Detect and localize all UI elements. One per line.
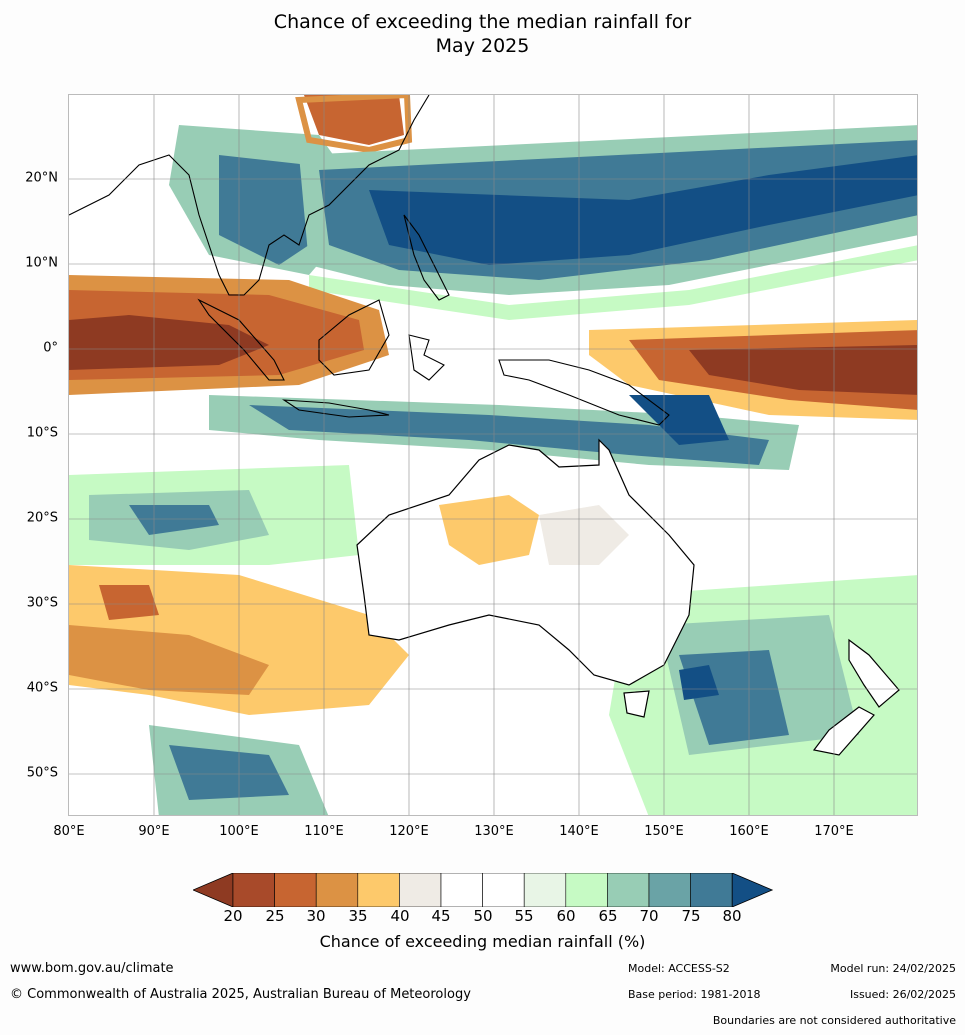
- title-line-1: Chance of exceeding the median rainfall …: [273, 11, 692, 33]
- map-region-south-indian-blue: [129, 505, 219, 535]
- lon-label-120e: 120°E: [389, 824, 429, 839]
- map-region-sw-dry-core: [99, 585, 159, 620]
- lat-label-20s: 20°S: [26, 510, 58, 526]
- colorbar: [193, 873, 774, 907]
- coastline-asia: [69, 95, 430, 296]
- colorbar-tick-65: 65: [598, 907, 618, 925]
- lat-label-0: 0°: [43, 340, 58, 356]
- footer-model-run: Model run: 24/02/2025: [830, 962, 956, 975]
- title-line-2: May 2025: [435, 35, 530, 57]
- australia-neutral-patch: [539, 505, 629, 565]
- lon-label-130e: 130°E: [474, 824, 514, 839]
- lat-label-10s: 10°S: [26, 425, 58, 441]
- lon-label-140e: 140°E: [559, 824, 599, 839]
- map-region-china-dry: [304, 95, 404, 145]
- map-region-sw-dry-mid: [69, 625, 269, 695]
- map-region-tasman-core: [679, 665, 719, 700]
- lon-label-90e: 90°E: [138, 824, 170, 839]
- footer-base-period: Base period: 1981-2018: [628, 988, 761, 1001]
- colorbar-tick-40: 40: [390, 907, 410, 925]
- coastline-new-guinea: [498, 359, 670, 426]
- map-title: Chance of exceeding the median rainfall …: [0, 10, 965, 58]
- lon-label-150e: 150°E: [644, 824, 684, 839]
- map-region-java-wet-core: [249, 405, 769, 465]
- colorbar-tick-70: 70: [639, 907, 659, 925]
- new-zealand-north: [848, 638, 900, 708]
- colorbar-cell: [440, 873, 483, 907]
- lon-label-170e: 170°E: [814, 824, 854, 839]
- colorbar-cell: [607, 873, 650, 907]
- australia-dry-patch-north: [439, 495, 539, 565]
- footer-disclaimer: Boundaries are not considered authoritat…: [712, 1014, 956, 1027]
- colorbar-cell: [274, 873, 317, 907]
- colorbar-cell: [523, 873, 567, 907]
- tasmania: [623, 690, 650, 718]
- colorbar-tick-20: 20: [223, 907, 243, 925]
- coastline-borneo: [318, 299, 390, 376]
- lon-label-110e: 110°E: [304, 824, 344, 839]
- colorbar-extend-high: [731, 873, 774, 907]
- colorbar-cell: [399, 873, 442, 907]
- colorbar-title: Chance of exceeding median rainfall (%): [319, 932, 646, 951]
- colorbar-tick-80: 80: [722, 907, 742, 925]
- lat-label-50s: 50°S: [26, 765, 58, 781]
- footer-copyright: © Commonwealth of Australia 2025, Austra…: [10, 987, 471, 1002]
- rainfall-map: [68, 94, 918, 816]
- colorbar-cell: [565, 873, 608, 907]
- lon-label-80e: 80°E: [53, 824, 85, 839]
- colorbar-tick-55: 55: [514, 907, 534, 925]
- map-region-sw-wet-far-core: [169, 745, 289, 800]
- lat-label-40s: 40°S: [26, 680, 58, 696]
- map-region-wpac-band-edge: [309, 245, 917, 320]
- lon-label-160e: 160°E: [729, 824, 769, 839]
- lat-label-30s: 30°S: [26, 595, 58, 611]
- australia-landmass: [356, 438, 695, 686]
- colorbar-tick-50: 50: [473, 907, 493, 925]
- colorbar-tick-35: 35: [348, 907, 368, 925]
- colorbar-tick-75: 75: [681, 907, 701, 925]
- colorbar-tick-45: 45: [431, 907, 451, 925]
- footer-model: Model: ACCESS-S2: [628, 962, 730, 975]
- colorbar-cell: [648, 873, 691, 907]
- map-region-eq-indian-dry-core: [69, 315, 269, 370]
- coastline-philippines: [403, 214, 450, 301]
- graticule: [69, 95, 917, 815]
- colorbar-tick-25: 25: [265, 907, 285, 925]
- colorbar-cell: [357, 873, 400, 907]
- colorbar-cells: [193, 873, 774, 907]
- lon-label-100e: 100°E: [219, 824, 259, 839]
- map-region-eq-pacific-dry-core: [689, 345, 917, 395]
- lat-label-20n: 20°N: [25, 170, 58, 186]
- colorbar-tick-30: 30: [306, 907, 326, 925]
- colorbar-cell: [315, 873, 359, 907]
- colorbar-cell: [232, 873, 275, 907]
- coastline-java: [281, 399, 390, 418]
- colorbar-tick-60: 60: [556, 907, 576, 925]
- colorbar-cell: [690, 873, 733, 907]
- coastline-sulawesi: [408, 334, 445, 381]
- colorbar-extend-low: [193, 873, 234, 907]
- lat-label-10n: 10°N: [25, 255, 58, 271]
- map-region-china-dry-edge: [295, 95, 413, 154]
- map-canvas: [69, 95, 917, 815]
- coastline-sumatra: [197, 298, 285, 381]
- footer-website-link[interactable]: www.bom.gov.au/climate: [10, 961, 174, 976]
- map-region-wpac-band-core: [369, 155, 917, 265]
- map-region-coral-wet: [629, 395, 729, 445]
- colorbar-cell: [482, 873, 525, 907]
- footer-issued: Issued: 26/02/2025: [849, 988, 956, 1001]
